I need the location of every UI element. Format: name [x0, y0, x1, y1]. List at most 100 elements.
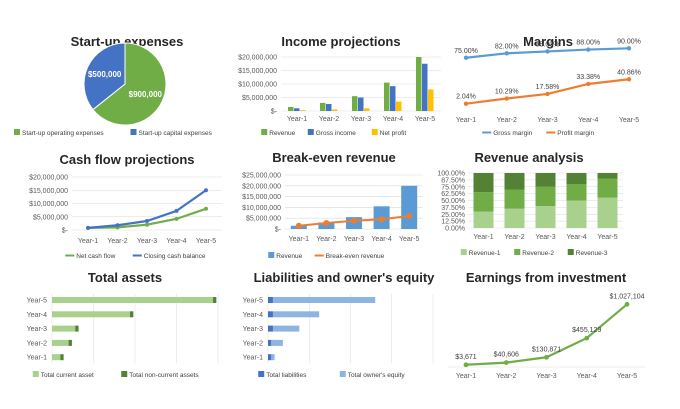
startup-slice: [92, 42, 167, 126]
liabilities-y-tick: Year-4: [243, 312, 263, 319]
earnings-title: Earnings from investment: [466, 270, 627, 285]
revenue_analysis-legend-label: Revenue-3: [576, 250, 608, 257]
revenue_analysis-bar-segment: [597, 173, 618, 179]
breakeven-title: Break-even revenue: [272, 150, 396, 165]
earnings-point: [544, 354, 549, 360]
income-bar: [332, 109, 338, 111]
revenue_analysis-legend-label: Revenue-2: [522, 250, 554, 257]
breakeven-x-tick: Year-4: [371, 236, 391, 243]
cashflow-point: [204, 188, 208, 193]
income-title: Income projections: [281, 34, 400, 49]
cashflow-legend-label: Closing cash balance: [144, 253, 206, 260]
income-x-tick: Year-1: [287, 116, 307, 123]
income-legend-label: Revenue: [269, 130, 295, 137]
margins-data-label: 88.00%: [576, 40, 600, 47]
total_assets-title: Total assets: [88, 270, 162, 285]
margins-legend-label: Gross margin: [493, 130, 532, 137]
startup-slice-label: $900,000: [129, 90, 163, 99]
liabilities-bar-segment: [268, 297, 273, 303]
income-bar: [416, 57, 422, 111]
margins-x-tick: Year-4: [578, 117, 598, 124]
breakeven-point: [323, 219, 330, 226]
margins-point: [626, 46, 632, 51]
liabilities-title: Liabilities and owner's equity: [254, 270, 436, 285]
income-x-tick: Year-2: [319, 116, 339, 123]
total_assets-legend-label: Total non-current assets: [129, 372, 199, 379]
revenue_analysis-y-tick: 12.50%: [441, 219, 465, 226]
income-bar: [390, 86, 396, 111]
margins-title: Margins: [523, 34, 573, 49]
cashflow-x-tick: Year-3: [137, 238, 157, 245]
revenue_analysis-x-tick: Year-4: [566, 234, 586, 241]
liabilities-bar-segment: [268, 325, 273, 332]
total_assets-y-tick: Year-2: [27, 340, 47, 347]
earnings-x-tick: Year-1: [456, 373, 476, 380]
total_assets-legend: Total current asset Total non-current ass…: [32, 371, 199, 379]
breakeven-y-tick: $5,000,000: [246, 216, 281, 223]
breakeven-point: [295, 222, 302, 229]
margins-point: [463, 55, 469, 60]
revenue_analysis-x-tick: Year-1: [473, 234, 493, 241]
breakeven-y-tick: $20,000,000: [242, 183, 281, 190]
breakeven-y-tick: $25,000,000: [242, 173, 281, 180]
income-bar: [428, 89, 434, 111]
earnings-data-label: $3,671: [455, 354, 477, 361]
cashflow-y-tick: $15,000,000: [29, 188, 68, 195]
breakeven-legend-label: Break-even revenue: [326, 253, 385, 260]
margins-point: [586, 81, 591, 87]
revenue_analysis-bar-segment: [535, 206, 556, 228]
liabilities-bar-segment: [272, 297, 376, 303]
income-bar: [396, 101, 402, 111]
total_assets-y-tick: Year-1: [27, 355, 47, 362]
startup-legend-swatch: [130, 129, 137, 135]
breakeven-point: [351, 217, 357, 224]
liabilities-bar-segment: [271, 339, 283, 346]
cashflow-legend-label: Net cash flow: [76, 253, 115, 260]
margins-point: [545, 49, 550, 54]
total_assets-bar-segment: [213, 297, 217, 303]
margins-legend: Gross margin Profit margin: [482, 130, 594, 137]
breakeven-legend: Revenue Break-even revenue: [268, 252, 385, 260]
revenue_analysis-bar-segment: [597, 197, 618, 228]
cashflow-y-tick: $20,000,000: [29, 175, 68, 182]
margins-point: [463, 101, 469, 106]
margins-x-tick: Year-1: [456, 117, 476, 124]
earnings-x-tick: Year-2: [496, 373, 516, 380]
cashflow-point: [115, 223, 120, 228]
total_assets-bar-segment: [52, 325, 76, 332]
startup-title: Start-up expenses: [71, 34, 184, 49]
earnings-data-label: $40,606: [494, 352, 519, 359]
liabilities-bar-segment: [271, 354, 275, 361]
margins-data-label: 33.38%: [576, 74, 600, 81]
cashflow-y-tick: $10,000,000: [29, 201, 68, 208]
breakeven-bar: [401, 185, 418, 229]
liabilities-bar-segment: [268, 311, 273, 318]
breakeven-point: [378, 216, 385, 223]
earnings-x-tick: Year-4: [577, 373, 597, 380]
liabilities-legend-label: Total liabilities: [266, 372, 307, 379]
earnings-point: [584, 335, 590, 341]
income-legend: Revenue Gross income Net profit: [261, 129, 406, 137]
total_assets-y-tick: Year-5: [27, 298, 47, 305]
revenue_analysis-y-tick: 25.00%: [441, 212, 465, 219]
cashflow-y-tick: $5,000,000: [33, 214, 68, 221]
cashflow-legend: Net cash flow Closing cash balance: [65, 253, 206, 260]
revenue_analysis-legend-swatch: [567, 249, 574, 255]
revenue_analysis-bar-segment: [566, 173, 587, 184]
cashflow-x-tick: Year-4: [166, 238, 186, 245]
income-y-tick: $20,000,000: [238, 55, 277, 62]
cashflow-point: [204, 206, 208, 211]
earnings-x-tick: Year-5: [617, 373, 637, 380]
earnings-point: [624, 301, 630, 307]
revenue_analysis-bar-segment: [473, 211, 494, 228]
liabilities-y-tick: Year-5: [243, 298, 263, 305]
margins-point: [586, 47, 591, 52]
income-bar: [384, 82, 390, 111]
revenue_analysis-y-tick: 50.00%: [441, 198, 465, 205]
income-legend-label: Net profit: [380, 130, 407, 137]
revenue_analysis-legend-swatch: [514, 249, 521, 255]
income-bar: [358, 97, 364, 111]
breakeven-y-tick: $15,000,000: [242, 194, 281, 201]
margins-data-label: 85.00%: [536, 41, 560, 48]
